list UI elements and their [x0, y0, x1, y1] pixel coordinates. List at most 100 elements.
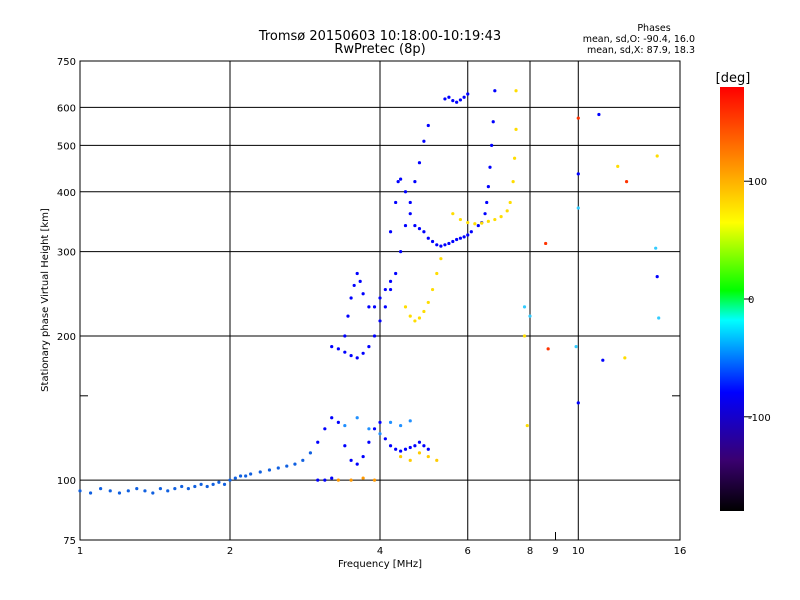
data-point [655, 275, 659, 279]
data-point [228, 478, 232, 482]
data-point [361, 351, 365, 355]
data-point [455, 237, 459, 242]
data-point [486, 185, 490, 189]
data-point [476, 223, 480, 228]
data-point [488, 165, 492, 169]
data-point [276, 466, 280, 470]
data-point [413, 180, 417, 184]
data-point [316, 478, 320, 482]
data-point [249, 472, 253, 476]
y-tick-label: 400 [57, 188, 76, 199]
data-point [330, 345, 334, 349]
data-point [408, 445, 412, 450]
data-point [458, 236, 463, 240]
data-point [417, 161, 422, 165]
data-point [399, 423, 403, 428]
data-point [361, 454, 365, 459]
data-point [388, 279, 393, 283]
x-tick-label: 9 [552, 546, 558, 557]
data-point [493, 89, 497, 93]
data-point [657, 316, 661, 320]
data-point [490, 143, 494, 147]
data-point [511, 180, 515, 184]
data-point [426, 447, 430, 451]
data-point [343, 350, 347, 354]
y-tick-label: 300 [57, 248, 76, 259]
data-point [435, 458, 439, 462]
data-point [323, 478, 327, 482]
data-point [108, 489, 112, 493]
data-point [546, 347, 550, 351]
data-point [399, 177, 403, 181]
data-point [505, 209, 509, 213]
y-axis-label: Stationary phase Virtual Height [km] [40, 208, 51, 392]
data-point [330, 416, 334, 420]
data-point [285, 464, 289, 468]
data-point [544, 241, 548, 246]
data-point [352, 283, 356, 288]
data-point [367, 427, 371, 431]
x-tick-labels: 1 2 4 6 8 10 16 9 [77, 546, 687, 557]
colorbar-tick-label: 0 [748, 295, 754, 306]
data-point [430, 239, 435, 244]
data-point [316, 440, 320, 444]
data-point [499, 214, 503, 219]
data-point [403, 190, 408, 194]
data-point [417, 316, 422, 320]
data-point [383, 287, 387, 292]
data-point [514, 89, 518, 93]
x-axis-label: Frequency [MHz] [338, 559, 422, 570]
data-point [480, 221, 484, 225]
data-point [349, 458, 353, 462]
data-point [403, 305, 408, 309]
data-point [383, 305, 387, 309]
data-point [330, 476, 334, 480]
legend-heading: Phases [637, 23, 670, 34]
data-point [451, 98, 455, 103]
data-point [443, 243, 447, 247]
x-tick-label: 4 [377, 546, 383, 557]
data-point [135, 487, 139, 491]
data-point [343, 423, 347, 428]
colorbar-tick-label: 100 [748, 177, 767, 188]
data-point [403, 447, 408, 451]
data-point [486, 219, 490, 223]
data-point [372, 334, 377, 338]
data-point [343, 444, 347, 448]
data-point [399, 454, 403, 459]
data-point [233, 476, 237, 480]
data-point [211, 482, 215, 486]
data-point [435, 271, 439, 276]
data-point [308, 451, 313, 455]
data-point [336, 347, 340, 351]
data-point [466, 233, 470, 237]
data-point [462, 235, 466, 239]
data-point [88, 491, 93, 495]
data-point [508, 200, 512, 205]
data-point [372, 305, 377, 309]
data-point [623, 356, 627, 360]
data-point [355, 416, 359, 420]
data-point [466, 220, 470, 225]
legend-line-x: mean, sd,X: 87.9, 18.3 [587, 45, 695, 56]
data-point [166, 489, 170, 493]
data-point [372, 427, 377, 431]
data-point [447, 95, 451, 99]
data-point [199, 482, 203, 486]
data-point [426, 300, 430, 305]
data-point [408, 419, 412, 423]
data-point [576, 206, 580, 210]
data-point [422, 444, 426, 448]
y-tick-label: 750 [57, 57, 76, 68]
data-point [244, 474, 248, 478]
data-point [439, 244, 443, 248]
colorbar-label: [deg] [716, 71, 751, 86]
data-point [597, 112, 601, 117]
data-point [205, 484, 209, 489]
data-point [143, 489, 147, 493]
data-point [455, 100, 459, 104]
data-point [458, 98, 463, 102]
colorbar-ticks: -100 0 100 [744, 177, 771, 424]
data-point [574, 345, 578, 349]
